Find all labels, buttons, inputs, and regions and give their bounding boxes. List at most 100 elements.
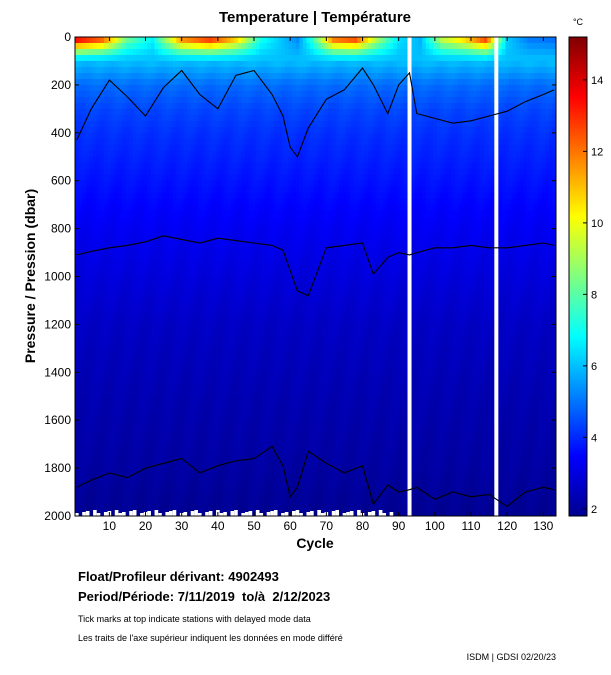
heatmap-cell: [78, 480, 83, 487]
heatmap-cell: [89, 222, 94, 229]
heatmap-cell: [150, 402, 155, 409]
heatmap-cell: [281, 366, 286, 373]
heatmap-cell: [136, 192, 141, 200]
heatmap-cell: [132, 168, 137, 176]
heatmap-cell: [208, 96, 213, 104]
heatmap-cell: [197, 162, 202, 170]
heatmap-cell: [103, 114, 108, 122]
heatmap-cell: [172, 372, 177, 379]
heatmap-cell: [212, 492, 217, 499]
heatmap-cell: [201, 37, 206, 44]
heatmap-cell: [270, 432, 275, 439]
heatmap-cell: [154, 486, 159, 493]
heatmap-cell: [107, 102, 112, 110]
heatmap-cell: [281, 402, 286, 409]
heatmap-cell: [252, 432, 257, 439]
heatmap-cell: [114, 384, 119, 391]
heatmap-cell: [234, 402, 239, 409]
heatmap-cell: [241, 366, 246, 373]
heatmap-cell: [295, 348, 300, 355]
heatmap-cell: [172, 498, 177, 505]
heatmap-cell: [161, 102, 166, 110]
heatmap-cell: [234, 456, 239, 463]
heatmap-cell: [295, 72, 300, 80]
heatmap-cell: [216, 228, 221, 235]
heatmap-cell: [295, 306, 300, 313]
heatmap-cell: [248, 420, 253, 427]
heatmap-cell: [82, 504, 87, 511]
heatmap-cell: [75, 456, 80, 463]
heatmap-cell: [82, 342, 87, 349]
heatmap-cell: [230, 354, 235, 361]
heatmap-cell: [107, 84, 112, 92]
heatmap-cell: [194, 492, 199, 499]
heatmap-cell: [266, 330, 271, 337]
heatmap-cell: [154, 156, 159, 164]
heatmap-cell: [237, 450, 242, 457]
heatmap-cell: [219, 378, 224, 385]
heatmap-cell: [263, 384, 268, 391]
heatmap-cell: [295, 456, 300, 463]
heatmap-cell: [212, 372, 217, 379]
heatmap-cell: [161, 126, 166, 134]
heatmap-cell: [295, 276, 300, 283]
heatmap-cell: [263, 126, 268, 134]
heatmap-cell: [169, 324, 174, 331]
heatmap-cell: [158, 54, 163, 62]
heatmap-cell: [212, 324, 217, 331]
heatmap-cell: [161, 348, 166, 355]
heatmap-cell: [147, 120, 152, 128]
heatmap-cell: [230, 186, 235, 194]
heatmap-cell: [179, 120, 184, 128]
heatmap-cell: [147, 372, 152, 379]
heatmap-cell: [154, 396, 159, 403]
heatmap-cell: [234, 492, 239, 499]
heatmap-cell: [150, 438, 155, 445]
heatmap-cell: [205, 42, 210, 50]
heatmap-cell: [143, 426, 148, 433]
heatmap-cell: [259, 366, 264, 373]
heatmap-cell: [129, 330, 134, 337]
heatmap-cell: [212, 438, 217, 445]
heatmap-cell: [263, 204, 268, 212]
heatmap-cell: [201, 204, 206, 212]
heatmap-cell: [89, 504, 94, 511]
heatmap-cell: [273, 444, 278, 451]
heatmap-cell: [172, 384, 177, 391]
heatmap-cell: [237, 294, 242, 301]
heatmap-cell: [281, 330, 286, 337]
heatmap-cell: [172, 120, 177, 128]
heatmap-cell: [248, 84, 253, 92]
heatmap-cell: [288, 462, 293, 469]
heatmap-cell: [161, 498, 166, 505]
heatmap-cell: [277, 156, 282, 164]
heatmap-cell: [277, 336, 282, 343]
heatmap-cell: [266, 390, 271, 397]
heatmap-cell: [154, 414, 159, 421]
heatmap-cell: [93, 258, 98, 265]
heatmap-cell: [273, 486, 278, 493]
heatmap-cell: [75, 288, 80, 295]
heatmap-cell: [103, 120, 108, 128]
heatmap-cell: [216, 330, 221, 337]
heatmap-cell: [187, 288, 192, 295]
heatmap-cell: [75, 96, 80, 104]
heatmap-cell: [114, 324, 119, 331]
heatmap-cell: [273, 228, 278, 235]
heatmap-cell: [281, 180, 286, 188]
heatmap-cell: [259, 438, 264, 445]
heatmap-cell: [244, 252, 249, 259]
heatmap-cell: [140, 150, 145, 158]
heatmap-cell: [277, 96, 282, 104]
heatmap-cell: [201, 462, 206, 469]
heatmap-cell: [150, 96, 155, 104]
heatmap-cell: [136, 456, 141, 463]
heatmap-cell: [263, 342, 268, 349]
heatmap-cell: [118, 108, 123, 116]
heatmap-cell: [143, 114, 148, 122]
heatmap-cell: [187, 426, 192, 433]
heatmap-cell: [114, 438, 119, 445]
heatmap-cell: [241, 438, 246, 445]
heatmap-cell: [205, 372, 210, 379]
heatmap-cell: [187, 156, 192, 164]
